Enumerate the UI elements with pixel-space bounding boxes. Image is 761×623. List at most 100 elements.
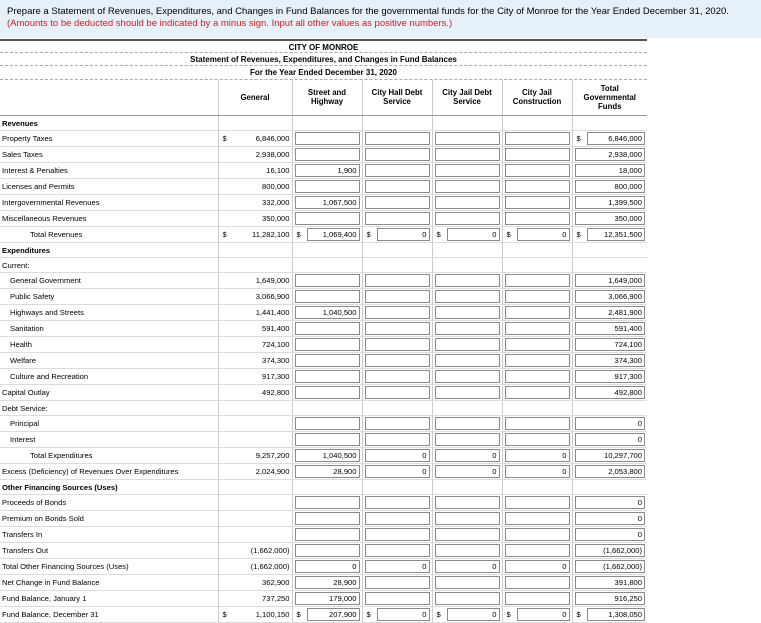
- amount-input[interactable]: [505, 180, 570, 193]
- amount-input[interactable]: [365, 386, 430, 399]
- amount-input[interactable]: [365, 212, 430, 225]
- amount-input[interactable]: 1,040,500: [295, 449, 360, 462]
- amount-input[interactable]: [295, 544, 360, 557]
- amount-input[interactable]: 0: [377, 228, 430, 241]
- amount-input[interactable]: 1,399,500: [575, 196, 646, 209]
- amount-input[interactable]: [435, 512, 500, 525]
- amount-input[interactable]: [295, 370, 360, 383]
- amount-input[interactable]: [505, 512, 570, 525]
- amount-input[interactable]: [295, 386, 360, 399]
- amount-input[interactable]: 0: [575, 512, 646, 525]
- amount-input[interactable]: 1,040,500: [295, 306, 360, 319]
- amount-input[interactable]: 0: [517, 608, 570, 621]
- amount-input[interactable]: [365, 544, 430, 557]
- amount-input[interactable]: [435, 592, 500, 605]
- amount-input[interactable]: 1,067,500: [295, 196, 360, 209]
- amount-input[interactable]: [505, 164, 570, 177]
- amount-input[interactable]: [365, 180, 430, 193]
- amount-input[interactable]: 0: [505, 449, 570, 462]
- amount-input[interactable]: 0: [435, 449, 500, 462]
- amount-input[interactable]: 1,649,000: [575, 274, 646, 287]
- amount-input[interactable]: [295, 354, 360, 367]
- amount-input[interactable]: [295, 274, 360, 287]
- amount-input[interactable]: [505, 322, 570, 335]
- amount-input[interactable]: 917,300: [575, 370, 646, 383]
- amount-input[interactable]: 724,100: [575, 338, 646, 351]
- amount-input[interactable]: 0: [575, 433, 646, 446]
- amount-input[interactable]: 0: [365, 560, 430, 573]
- amount-input[interactable]: [505, 354, 570, 367]
- amount-input[interactable]: 207,900: [307, 608, 360, 621]
- amount-input[interactable]: [435, 164, 500, 177]
- amount-input[interactable]: 6,846,000: [587, 132, 646, 145]
- amount-input[interactable]: [365, 417, 430, 430]
- amount-input[interactable]: [295, 496, 360, 509]
- amount-input[interactable]: 3,066,900: [575, 290, 646, 303]
- amount-input[interactable]: 0: [365, 465, 430, 478]
- amount-input[interactable]: 0: [575, 528, 646, 541]
- amount-input[interactable]: [435, 576, 500, 589]
- amount-input[interactable]: [435, 212, 500, 225]
- amount-input[interactable]: [435, 386, 500, 399]
- amount-input[interactable]: [435, 354, 500, 367]
- amount-input[interactable]: 18,000: [575, 164, 646, 177]
- amount-input[interactable]: [505, 370, 570, 383]
- amount-input[interactable]: 391,800: [575, 576, 646, 589]
- amount-input[interactable]: [505, 132, 570, 145]
- amount-input[interactable]: 2,053,800: [575, 465, 646, 478]
- amount-input[interactable]: [365, 370, 430, 383]
- amount-input[interactable]: [365, 496, 430, 509]
- amount-input[interactable]: (1,662,000): [575, 560, 646, 573]
- amount-input[interactable]: 28,900: [295, 576, 360, 589]
- amount-input[interactable]: [365, 290, 430, 303]
- amount-input[interactable]: [435, 370, 500, 383]
- amount-input[interactable]: [365, 433, 430, 446]
- amount-input[interactable]: 0: [447, 228, 500, 241]
- amount-input[interactable]: 1,308,050: [587, 608, 646, 621]
- amount-input[interactable]: 0: [435, 465, 500, 478]
- amount-input[interactable]: [505, 338, 570, 351]
- amount-input[interactable]: 1,069,400: [307, 228, 360, 241]
- amount-input[interactable]: 0: [575, 417, 646, 430]
- amount-input[interactable]: [505, 386, 570, 399]
- amount-input[interactable]: [505, 196, 570, 209]
- amount-input[interactable]: 800,000: [575, 180, 646, 193]
- amount-input[interactable]: 2,481,900: [575, 306, 646, 319]
- amount-input[interactable]: 0: [505, 560, 570, 573]
- amount-input[interactable]: 10,297,700: [575, 449, 646, 462]
- amount-input[interactable]: [505, 592, 570, 605]
- amount-input[interactable]: [505, 417, 570, 430]
- amount-input[interactable]: [435, 306, 500, 319]
- amount-input[interactable]: 350,000: [575, 212, 646, 225]
- amount-input[interactable]: 0: [505, 465, 570, 478]
- amount-input[interactable]: [435, 338, 500, 351]
- amount-input[interactable]: [295, 180, 360, 193]
- amount-input[interactable]: [365, 132, 430, 145]
- amount-input[interactable]: [505, 274, 570, 287]
- amount-input[interactable]: 179,000: [295, 592, 360, 605]
- amount-input[interactable]: [365, 148, 430, 161]
- amount-input[interactable]: 916,250: [575, 592, 646, 605]
- amount-input[interactable]: [295, 148, 360, 161]
- amount-input[interactable]: 2,938,000: [575, 148, 646, 161]
- amount-input[interactable]: [365, 576, 430, 589]
- amount-input[interactable]: [365, 322, 430, 335]
- amount-input[interactable]: [435, 417, 500, 430]
- amount-input[interactable]: [435, 274, 500, 287]
- amount-input[interactable]: [505, 576, 570, 589]
- amount-input[interactable]: [295, 433, 360, 446]
- amount-input[interactable]: [505, 544, 570, 557]
- amount-input[interactable]: [435, 132, 500, 145]
- amount-input[interactable]: 0: [517, 228, 570, 241]
- amount-input[interactable]: [505, 496, 570, 509]
- amount-input[interactable]: [295, 528, 360, 541]
- amount-input[interactable]: [505, 528, 570, 541]
- amount-input[interactable]: [435, 148, 500, 161]
- amount-input[interactable]: [365, 338, 430, 351]
- amount-input[interactable]: 0: [447, 608, 500, 621]
- amount-input[interactable]: [365, 274, 430, 287]
- amount-input[interactable]: [435, 290, 500, 303]
- amount-input[interactable]: [365, 354, 430, 367]
- amount-input[interactable]: [295, 417, 360, 430]
- amount-input[interactable]: [505, 306, 570, 319]
